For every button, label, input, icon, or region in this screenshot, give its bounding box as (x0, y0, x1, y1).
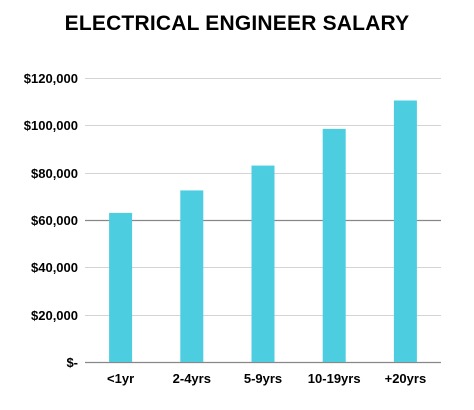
bar (393, 100, 417, 362)
x-tick-label: +20yrs (385, 371, 427, 386)
y-axis-tick-labels: $- $20,000 $40,000 $60,000 $80,000 $100,000 $1… (24, 71, 78, 370)
y-tick-label: $120,000 (24, 71, 78, 86)
y-tick-label: $40,000 (31, 260, 78, 275)
bar (251, 165, 275, 362)
y-tick-label: $- (66, 355, 78, 370)
x-tick-label: 2-4yrs (173, 371, 211, 386)
chart-title: ELECTRICAL ENGINEER SALARY (64, 12, 410, 35)
y-tick-label: $20,000 (31, 308, 78, 323)
x-tick-label: 5-9yrs (244, 371, 282, 386)
x-tick-label: <1yr (107, 371, 134, 386)
y-tick-label: $80,000 (31, 166, 78, 181)
bar (109, 212, 133, 362)
bar (180, 190, 204, 362)
bars (109, 100, 417, 362)
x-axis-tick-labels: <1yr 2-4yrs 5-9yrs 10-19yrs +20yrs (107, 371, 426, 386)
x-tick-label: 10-19yrs (308, 371, 361, 386)
bar (322, 128, 346, 362)
y-tick-label: $60,000 (31, 213, 78, 228)
y-tick-label: $100,000 (24, 118, 78, 133)
